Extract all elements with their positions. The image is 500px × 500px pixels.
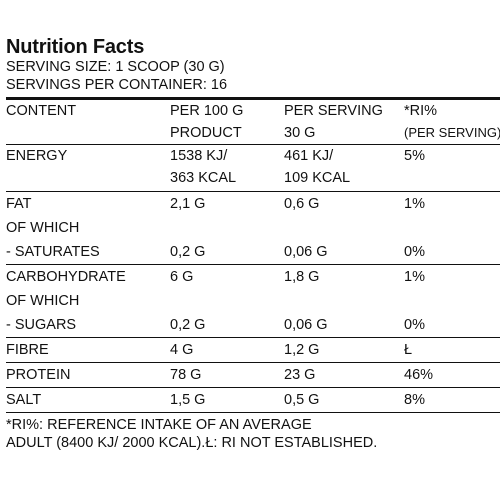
table-row-saturates: - SATURATES 0,2 G 0,06 G 0% [6, 240, 500, 265]
salt-label: SALT [6, 387, 170, 413]
energy-serving-kj: 461 KJ/ [284, 148, 334, 164]
salt-per100: 1,5 G [170, 387, 284, 413]
sugars-per100: 0,2 G [170, 313, 284, 338]
carbohydrate-ri: 1% [404, 269, 425, 285]
fat-per100: 2,1 G [170, 196, 206, 212]
saturates-per100: 0,2 G [170, 240, 284, 265]
saturates-serving: 0,06 G [284, 240, 404, 265]
protein-per100: 78 G [170, 362, 284, 388]
thick-divider [6, 97, 500, 100]
table-row-sugars: - SUGARS 0,2 G 0,06 G 0% [6, 313, 500, 338]
salt-serving: 0,5 G [284, 387, 404, 413]
column-header-per100-line2: PRODUCT [170, 125, 242, 141]
column-header-perserving-line1: PER SERVING [284, 103, 383, 119]
protein-ri: 46% [404, 362, 500, 388]
column-header-content: CONTENT [6, 103, 77, 119]
carbohydrate-serving: 1,8 G [284, 269, 320, 285]
footnote-line2: ADULT (8400 KJ/ 2000 KCAL).Ł: RI NOT EST… [6, 435, 378, 451]
salt-ri: 8% [404, 387, 500, 413]
fat-ri: 1% [404, 196, 425, 212]
energy-per100-kj: 1538 KJ/ [170, 148, 228, 164]
fat-of-which-label: OF WHICH [6, 220, 80, 236]
table-row-protein: PROTEIN 78 G 23 G 46% [6, 362, 500, 388]
energy-label: ENERGY [6, 148, 68, 164]
table-row-carbohydrate: CARBOHYDRATE 6 G 1,8 G 1% [6, 265, 500, 290]
carbohydrate-label: CARBOHYDRATE [6, 269, 126, 285]
sugars-ri: 0% [404, 313, 500, 338]
fat-label: FAT [6, 196, 32, 212]
table-row-energy: ENERGY 1538 KJ/ 363 KCAL 461 KJ/ 109 KCA… [6, 144, 500, 192]
energy-ri: 5% [404, 148, 425, 164]
energy-per100-kcal: 363 KCAL [170, 170, 237, 186]
sugars-serving: 0,06 G [284, 313, 404, 338]
fibre-ri: Ł [404, 337, 500, 363]
footnote-line1: *RI%: REFERENCE INTAKE OF AN AVERAGE [6, 417, 312, 433]
nutrition-table: CONTENT PER 100 G PRODUCT PER SERVING 30… [6, 100, 500, 413]
column-header-perserving-line2: 30 G [284, 125, 316, 141]
table-header-row: CONTENT PER 100 G PRODUCT PER SERVING 30… [6, 100, 500, 145]
servings-per-container: SERVINGS PER CONTAINER: 16 [6, 77, 228, 93]
nutrition-facts-panel: Nutrition Facts SERVING SIZE: 1 SCOOP (3… [6, 36, 500, 452]
protein-label: PROTEIN [6, 362, 170, 388]
table-row-salt: SALT 1,5 G 0,5 G 8% [6, 387, 500, 413]
saturates-ri: 0% [404, 240, 500, 265]
energy-serving-kcal: 109 KCAL [284, 170, 351, 186]
fat-serving: 0,6 G [284, 196, 320, 212]
carb-of-which-label: OF WHICH [6, 293, 80, 309]
fibre-serving: 1,2 G [284, 337, 404, 363]
table-row-carb-of-which: OF WHICH [6, 289, 500, 313]
protein-serving: 23 G [284, 362, 404, 388]
carbohydrate-per100: 6 G [170, 269, 194, 285]
fibre-label: FIBRE [6, 337, 170, 363]
sugars-label: - SUGARS [6, 313, 170, 338]
table-row-fat-of-which: OF WHICH [6, 216, 500, 240]
column-header-ri-line1: *RI% [404, 103, 438, 119]
table-row-fibre: FIBRE 4 G 1,2 G Ł [6, 337, 500, 363]
fibre-per100: 4 G [170, 337, 284, 363]
column-header-ri-line2: (PER SERVING) [404, 125, 500, 140]
saturates-label: - SATURATES [6, 240, 170, 265]
table-row-fat: FAT 2,1 G 0,6 G 1% [6, 192, 500, 217]
serving-size: SERVING SIZE: 1 SCOOP (30 G) [6, 59, 225, 75]
panel-title: Nutrition Facts [6, 36, 145, 58]
column-header-per100-line1: PER 100 G [170, 103, 244, 119]
